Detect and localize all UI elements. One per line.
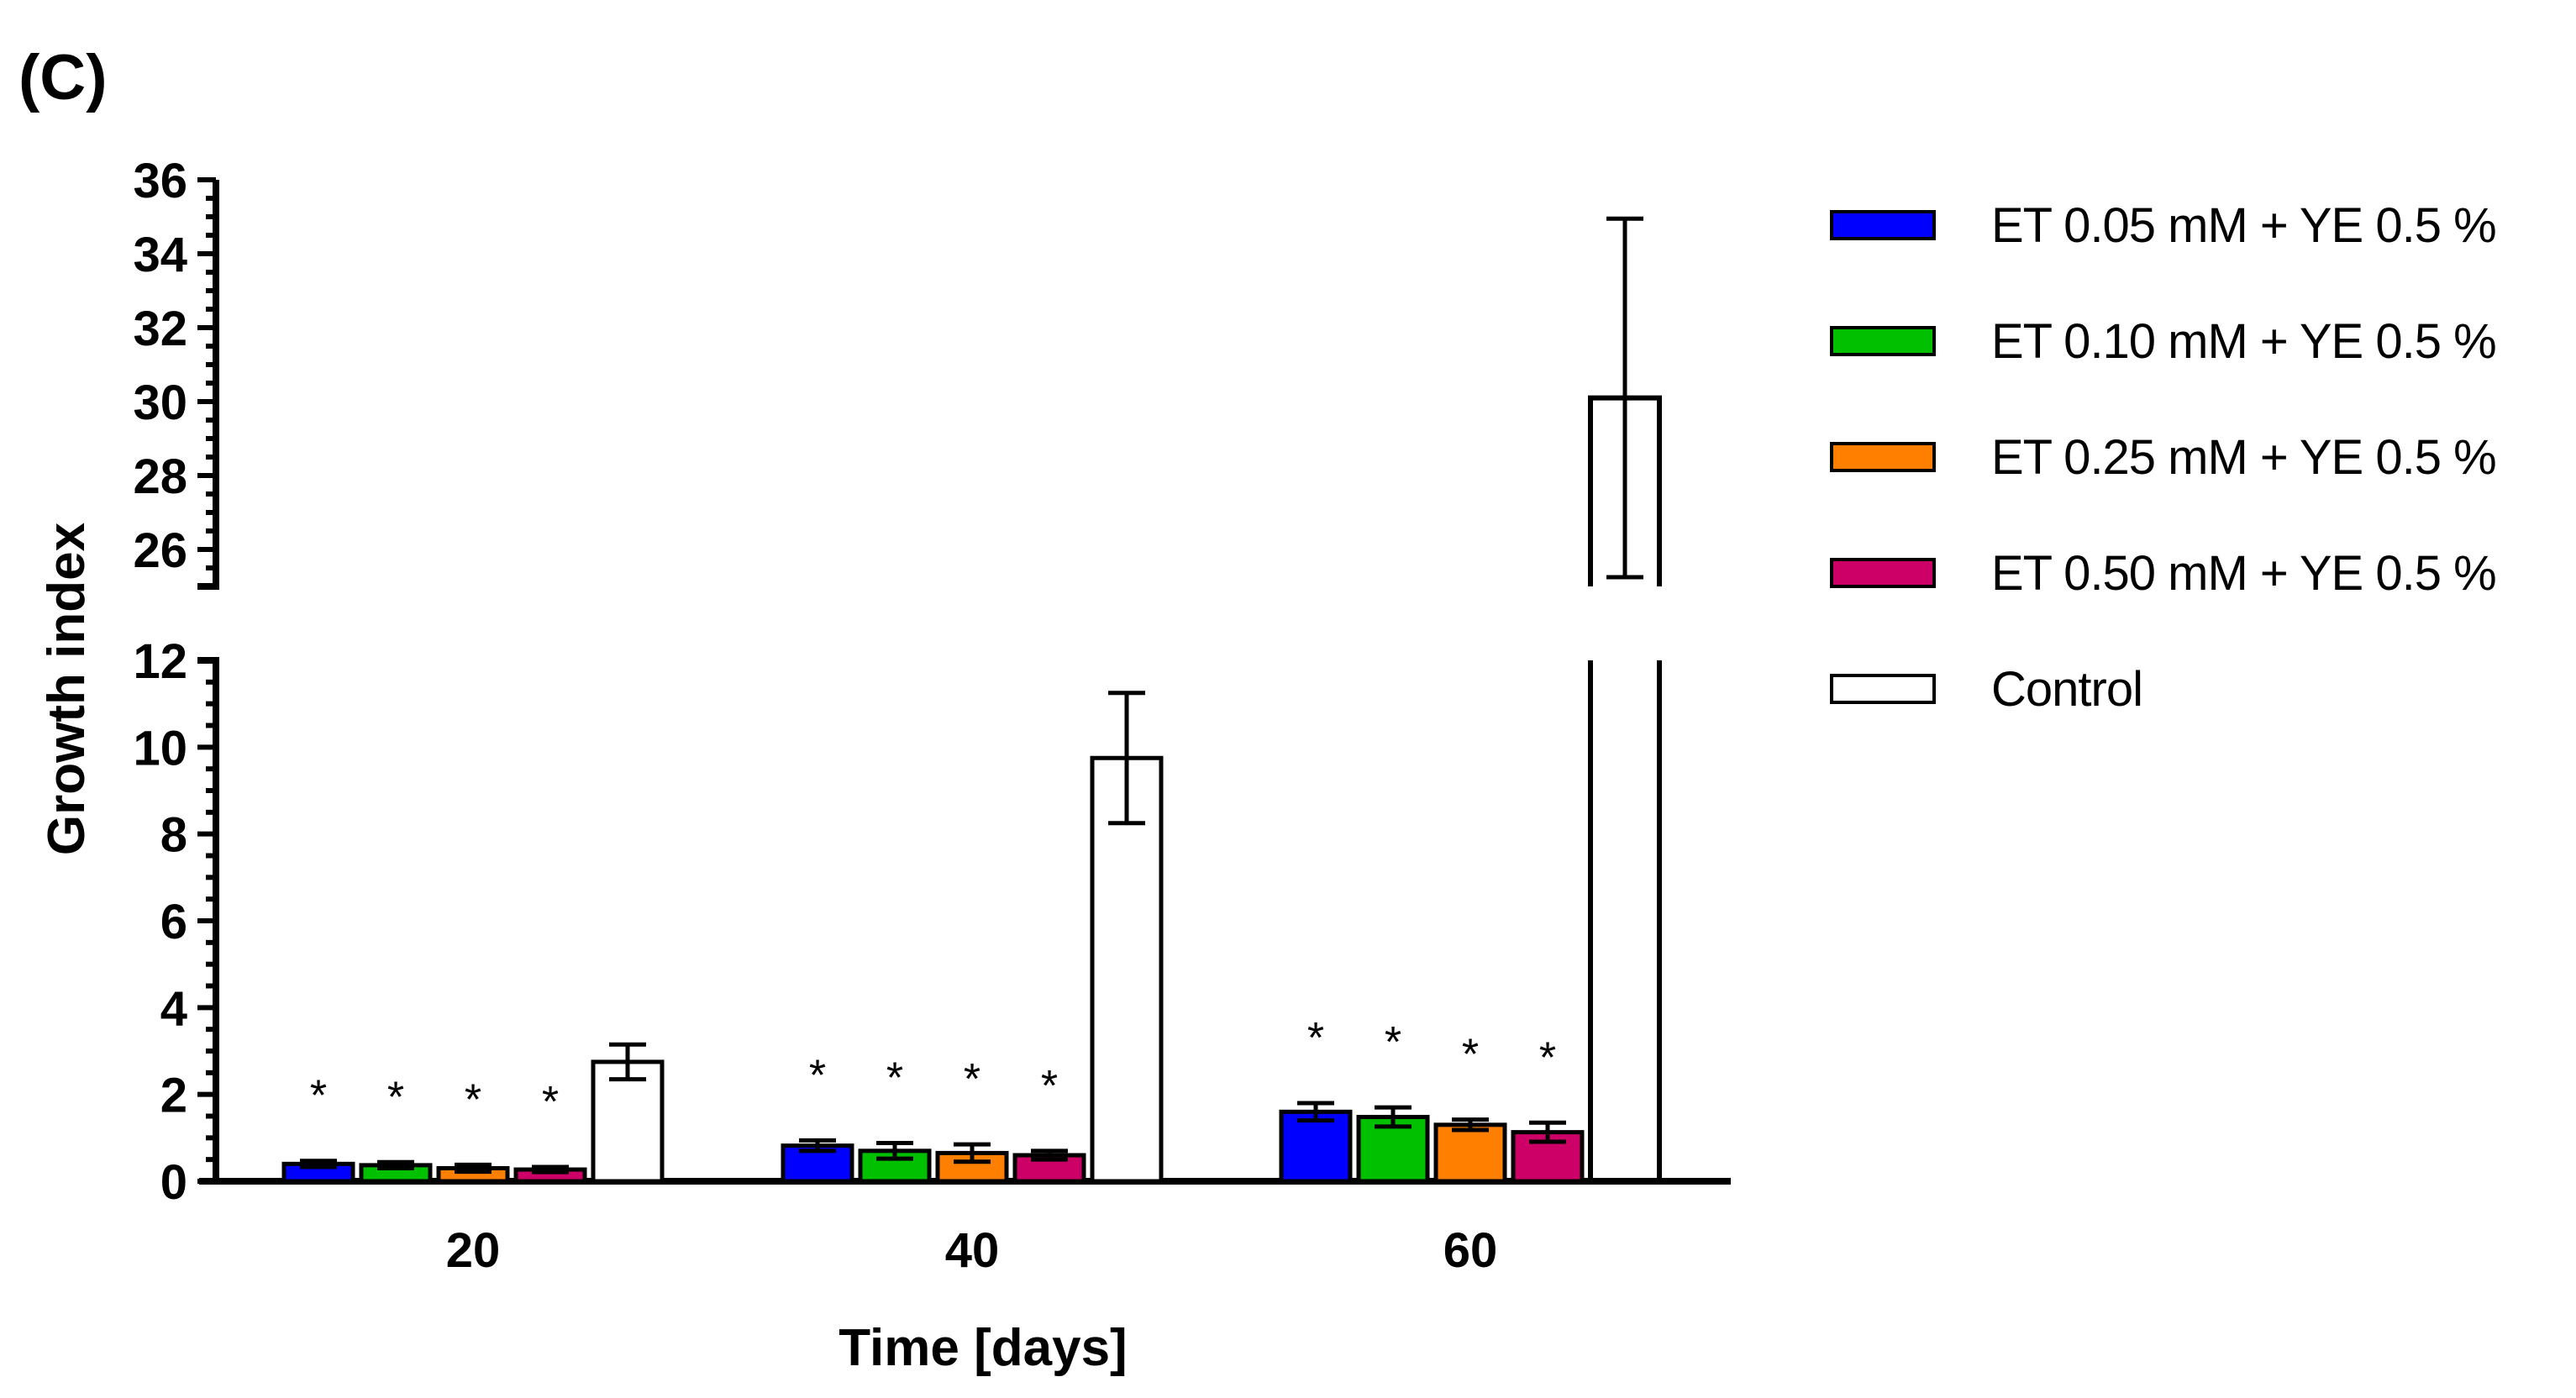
y-tick-label: 4 (160, 981, 187, 1036)
y-tick-label: 8 (160, 808, 187, 863)
legend-swatch (1830, 442, 1936, 472)
significance-marker: * (1307, 1014, 1324, 1063)
bar-group-item: * (436, 1075, 510, 1184)
legend-item: ET 0.50 mM + YE 0.5 % (1830, 546, 2497, 601)
y-tick-label: 36 (133, 154, 187, 208)
y-tick-label: 28 (133, 449, 187, 504)
bar-group-item: * (781, 1051, 854, 1184)
y-tick-label: 26 (133, 523, 187, 578)
bars: * * * * * * * * * * * * (281, 216, 1662, 1184)
significance-marker: * (387, 1073, 404, 1122)
bar-group-item: * (513, 1078, 587, 1184)
significance-marker: * (465, 1075, 481, 1124)
x-tick-label: 40 (945, 1223, 1000, 1278)
y-tick-label: 6 (160, 895, 187, 949)
significance-marker: * (886, 1054, 903, 1103)
bar-group-item: * (359, 1073, 433, 1184)
bar-group-item: * (858, 1054, 932, 1184)
x-tick-label: 60 (1443, 1223, 1498, 1278)
bar (1279, 1109, 1353, 1184)
axes (197, 177, 1731, 1185)
bar-group-item (1090, 691, 1164, 1184)
significance-marker: * (964, 1055, 980, 1104)
significance-marker: * (542, 1078, 559, 1127)
x-tick-label: 20 (446, 1223, 501, 1278)
y-tick-label: 2 (160, 1069, 187, 1123)
y-tick-label: 34 (133, 228, 187, 282)
bar-group-item: * (1511, 1033, 1585, 1184)
legend-swatch (1830, 210, 1936, 240)
bar-group-item: * (281, 1072, 355, 1184)
x-axis-label: Time [days] (839, 1319, 1127, 1377)
y-tick-label: 12 (133, 634, 187, 689)
bar-group-item: * (935, 1055, 1009, 1184)
legend-item: ET 0.05 mM + YE 0.5 % (1830, 198, 2497, 253)
bar-group-item: * (1356, 1018, 1430, 1184)
legend-swatch (1830, 558, 1936, 588)
y-tick-label: 0 (160, 1155, 187, 1210)
y-tick-label: 30 (133, 376, 187, 430)
significance-marker: * (1385, 1018, 1401, 1067)
y-tick-label: 32 (133, 302, 187, 356)
significance-marker: * (310, 1072, 327, 1121)
significance-marker: * (1041, 1062, 1058, 1111)
bar (1433, 1122, 1507, 1184)
tick-labels: 0 2 4 6 8 10 12 26 28 30 32 34 36 20 40 60 (133, 154, 1497, 1278)
legend-label: ET 0.50 mM + YE 0.5 % (1991, 545, 2497, 601)
legend-label: ET 0.25 mM + YE 0.5 % (1991, 429, 2497, 485)
legend-swatch (1830, 674, 1936, 704)
bar-group-item: * (1433, 1031, 1507, 1184)
legend-swatch (1830, 326, 1936, 356)
legend-item: ET 0.25 mM + YE 0.5 % (1830, 430, 2497, 485)
y-axis-label: Growth index (38, 522, 96, 855)
y-tick-label: 10 (133, 721, 187, 775)
panel-label: (C) (18, 42, 108, 113)
legend-item: ET 0.10 mM + YE 0.5 % (1830, 314, 2497, 369)
significance-marker: * (1462, 1031, 1479, 1080)
legend-label: Control (1991, 661, 2143, 717)
legend-label: ET 0.05 mM + YE 0.5 % (1991, 197, 2497, 253)
legend-item: Control (1830, 661, 2143, 717)
bar (1588, 660, 1662, 1181)
bar-group-item (1588, 216, 1662, 1181)
bar-group-item (591, 1042, 665, 1184)
bar-group-item: * (1279, 1014, 1353, 1184)
significance-marker: * (1539, 1033, 1556, 1082)
bar (1090, 755, 1164, 1184)
bar-group-item: * (1012, 1062, 1086, 1184)
legend-label: ET 0.10 mM + YE 0.5 % (1991, 313, 2497, 369)
significance-marker: * (809, 1051, 826, 1100)
